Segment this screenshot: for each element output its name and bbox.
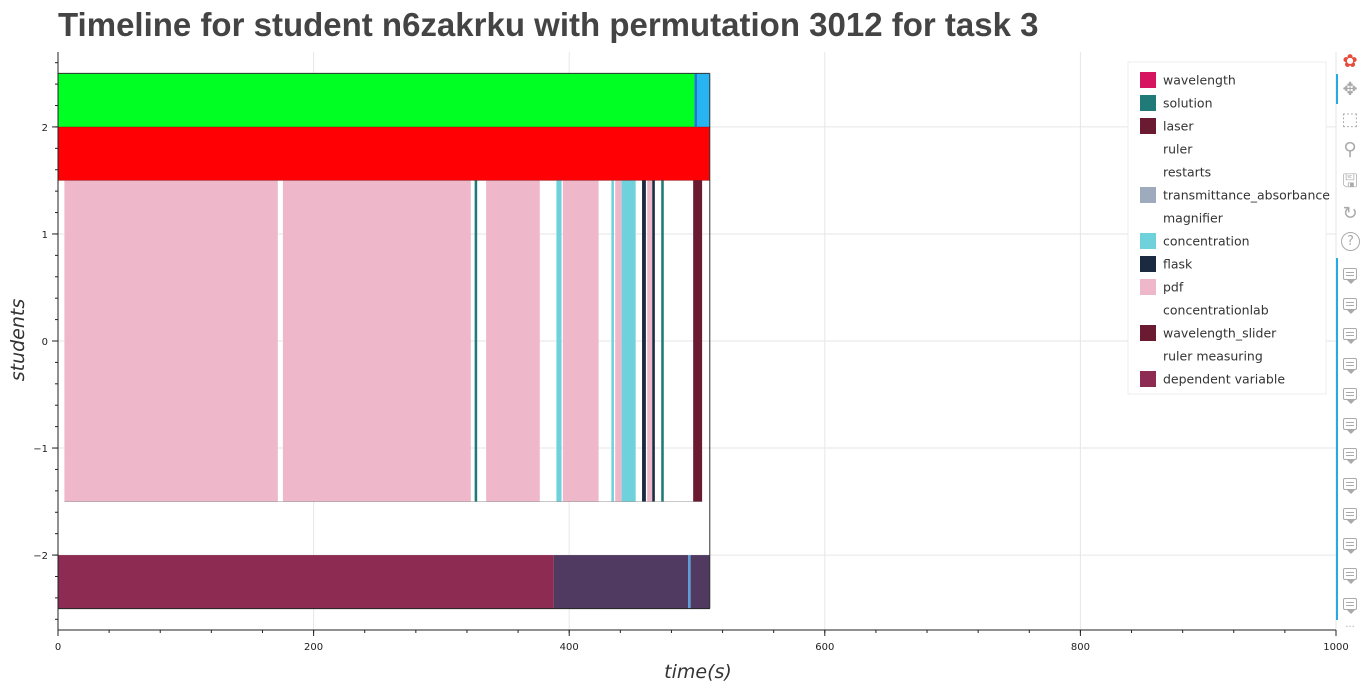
timeline-segment	[647, 180, 653, 502]
pan-tool-icon[interactable]: ✥	[1342, 79, 1358, 100]
hover-tool-icon[interactable]	[1343, 358, 1357, 374]
hover-tools-active-indicator	[1336, 258, 1338, 620]
y-tick-label: 1	[42, 230, 48, 241]
hover-tool-icon[interactable]	[1343, 568, 1357, 584]
pan-tool-active-indicator	[1336, 74, 1338, 104]
legend-swatch	[1140, 95, 1156, 111]
hover-tool-icon[interactable]	[1343, 448, 1357, 464]
legend-label: magnifier	[1163, 211, 1224, 226]
timeline-segment	[615, 180, 622, 502]
timeline-segment	[697, 73, 710, 127]
legend-label: ruler measuring	[1163, 349, 1263, 364]
wheel-zoom-tool-icon[interactable]: ⚲	[1343, 139, 1357, 160]
timeline-segment	[282, 180, 471, 502]
save-tool-icon[interactable]: 🖫	[1342, 171, 1358, 192]
y-tick-label: 0	[42, 337, 48, 348]
help-tool-icon[interactable]: ?	[1341, 232, 1360, 251]
timeline-segment	[611, 180, 614, 502]
timeline-segment	[694, 73, 697, 127]
box-zoom-tool-icon[interactable]: ⬚	[1341, 109, 1359, 130]
legend-label: wavelength	[1163, 73, 1236, 88]
legend-swatch	[1140, 187, 1156, 203]
axes: 0 200 400 600 800 1000 −2 −1 0 1 2	[33, 52, 1349, 653]
legend: wavelength solution laser ruler restarts tran…	[1127, 61, 1330, 395]
hover-tool-icon[interactable]	[1343, 328, 1357, 344]
legend-swatch	[1140, 325, 1156, 341]
legend-swatch	[1140, 371, 1156, 387]
hover-tool-icon[interactable]	[1343, 478, 1357, 494]
toolbar-overflow-icon[interactable]: ···	[1345, 622, 1355, 633]
chart-title: Timeline for student n6zakrku with permu…	[58, 6, 1039, 43]
timeline-segment	[553, 555, 689, 609]
timeline-segment	[58, 555, 554, 609]
bokeh-logo-icon: ✿	[1342, 51, 1358, 72]
legend-label: transmittance_absorbance	[1163, 188, 1330, 203]
y-axis-label: students	[7, 299, 29, 382]
plot-toolbar: ✿ ✥ ⬚ ⚲ 🖫 ↻? ···	[1336, 46, 1366, 636]
hover-tool-icon[interactable]	[1343, 388, 1357, 404]
legend-label: concentration	[1163, 234, 1250, 249]
x-tick-label: 1000	[1323, 642, 1348, 653]
legend-swatch	[1140, 118, 1156, 134]
y-tick-label: −1	[33, 444, 48, 455]
timeline-segment	[474, 180, 478, 502]
timeline-segment	[652, 180, 655, 502]
hover-tool-icon[interactable]	[1343, 538, 1357, 554]
x-tick-label: 800	[1071, 642, 1090, 653]
y-tick-label: 2	[42, 123, 48, 134]
timeline-segment	[486, 180, 540, 502]
legend-label: wavelength_slider	[1163, 326, 1277, 341]
legend-label: pdf	[1163, 280, 1184, 295]
timeline-segment	[58, 73, 695, 127]
reset-tool-icon[interactable]: ↻	[1342, 203, 1358, 224]
hover-tool-icon[interactable]	[1343, 598, 1357, 614]
legend-label: solution	[1163, 96, 1213, 111]
x-axis-label: time(s)	[664, 661, 732, 683]
hover-tool-icon[interactable]	[1343, 418, 1357, 434]
x-tick-label: 600	[815, 642, 834, 653]
timeline-segment	[690, 555, 710, 609]
timeline-segment	[64, 180, 278, 502]
timeline-bars	[58, 72, 711, 610]
legend-label: flask	[1163, 257, 1193, 272]
timeline-segment	[688, 555, 691, 609]
legend-label: dependent variable	[1163, 372, 1285, 387]
timeline-segment	[562, 180, 599, 502]
legend-swatch	[1140, 233, 1156, 249]
legend-label: concentrationlab	[1163, 303, 1269, 318]
timeline-segment	[58, 126, 710, 181]
legend-swatch	[1140, 279, 1156, 295]
legend-label: restarts	[1163, 165, 1211, 180]
timeline-segment	[621, 180, 636, 502]
timeline-segment	[556, 180, 562, 502]
x-tick-label: 200	[304, 642, 323, 653]
legend-label: ruler	[1163, 142, 1193, 157]
x-tick-label: 0	[55, 642, 61, 653]
legend-label: laser	[1163, 119, 1194, 134]
hover-tool-icon[interactable]	[1343, 298, 1357, 314]
legend-swatch	[1140, 256, 1156, 272]
hover-tool-icon[interactable]	[1343, 508, 1357, 524]
y-tick-label: −2	[33, 551, 48, 562]
legend-box	[1127, 61, 1327, 395]
hover-tool-icon[interactable]	[1343, 268, 1357, 284]
legend-swatch	[1140, 72, 1156, 88]
timeline-segment	[642, 180, 646, 502]
x-tick-label: 400	[560, 642, 579, 653]
timeline-segment	[661, 180, 664, 502]
timeline-segment	[693, 180, 703, 502]
